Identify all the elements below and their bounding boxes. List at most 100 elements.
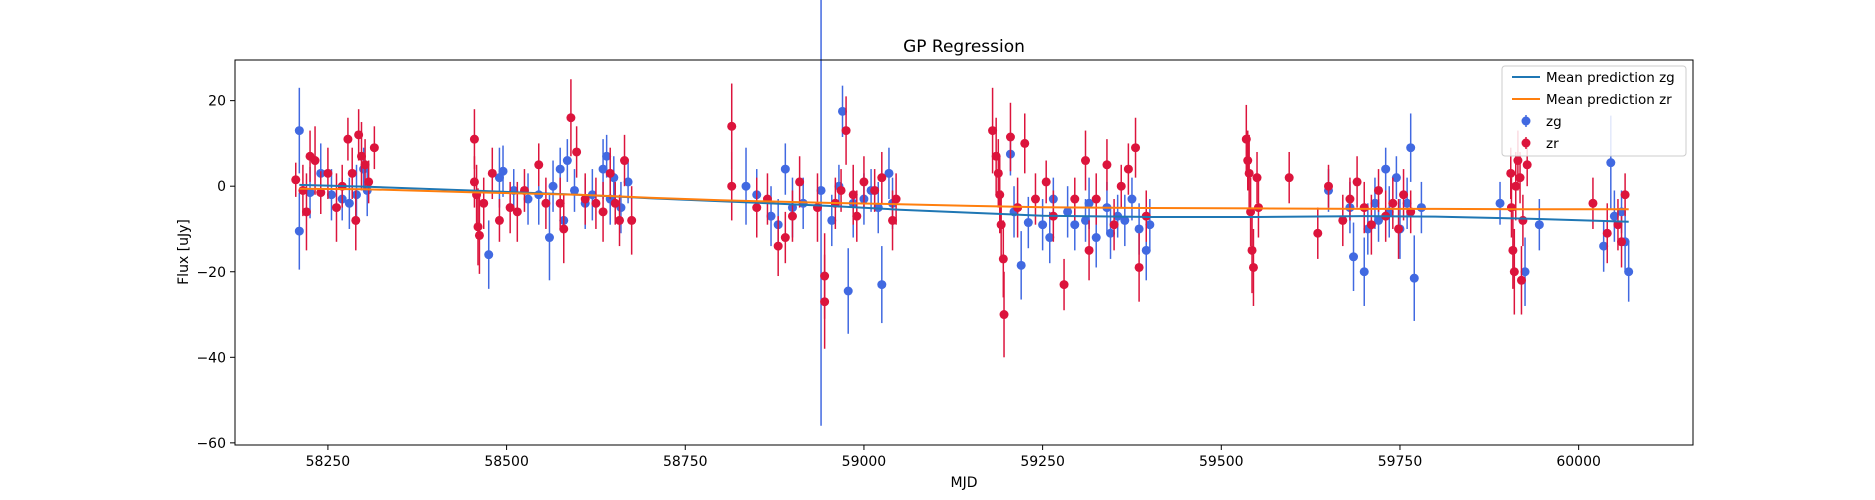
zg-point-12: [498, 166, 508, 176]
zr-point-14: [360, 160, 370, 170]
zr-point-54: [836, 185, 846, 195]
zr-point-32: [566, 113, 576, 123]
zg-point-4: [326, 190, 336, 200]
legend-label-zr: zr: [1546, 136, 1559, 152]
zr-point-25: [505, 203, 515, 213]
zr-point-121: [1602, 228, 1612, 238]
zr-point-96: [1284, 173, 1294, 183]
zr-point-21: [474, 230, 484, 240]
zr-point-122: [1613, 220, 1623, 230]
zr-point-17: [469, 134, 479, 144]
zg-point-64: [1120, 215, 1130, 225]
zr-point-62: [891, 194, 901, 204]
zr-point-29: [541, 198, 551, 208]
zr-point-89: [1243, 156, 1253, 166]
zg-point-37: [816, 185, 826, 195]
zr-point-72: [1020, 138, 1030, 148]
zr-point-16: [369, 143, 379, 153]
zr-point-10: [347, 168, 357, 178]
y-tick-label: −40: [196, 350, 226, 366]
zr-point-118: [1518, 215, 1528, 225]
zr-point-107: [1394, 224, 1404, 234]
zr-point-104: [1374, 185, 1384, 195]
zg-point-30: [741, 181, 751, 191]
zr-point-13: [357, 151, 367, 161]
zr-point-41: [627, 215, 637, 225]
zr-series: [291, 79, 1630, 358]
zr-point-34: [580, 194, 590, 204]
x-tick-label: 58500: [484, 454, 529, 470]
zg-point-54: [1045, 233, 1055, 243]
zg-point-83: [1416, 203, 1426, 213]
zr-point-83: [1116, 181, 1126, 191]
zr-point-70: [1005, 132, 1015, 142]
zr-point-79: [1084, 245, 1094, 255]
zr-point-92: [1247, 245, 1257, 255]
zr-point-52: [820, 297, 830, 307]
x-tick-label: 59750: [1378, 454, 1423, 470]
zr-point-82: [1109, 220, 1119, 230]
zr-point-99: [1338, 215, 1348, 225]
zr-point-111: [1506, 203, 1516, 213]
zr-point-86: [1134, 262, 1144, 272]
zr-point-110: [1506, 168, 1516, 178]
zr-point-56: [848, 190, 858, 200]
y-tick-label: −20: [196, 265, 226, 281]
x-axis-ticks: 58250 58500 58750 59000 59250 59500 59750 60000: [306, 445, 1601, 470]
zr-point-69: [999, 310, 1009, 320]
zr-point-30: [555, 198, 565, 208]
zg-point-53: [1038, 220, 1048, 230]
zr-point-85: [1131, 143, 1141, 153]
zr-point-44: [752, 203, 762, 213]
zr-point-38: [610, 198, 620, 208]
zr-point-76: [1059, 280, 1069, 290]
zg-point-40: [838, 106, 847, 116]
zr-point-98: [1324, 181, 1333, 191]
zr-point-114: [1511, 181, 1521, 191]
legend: Mean prediction zg Mean prediction zr zg…: [1501, 65, 1687, 157]
zr-point-9: [343, 134, 353, 144]
zg-point-60: [1091, 233, 1101, 243]
y-axis-ticks: −60 −40 −20 0 20: [196, 94, 235, 452]
zr-point-7: [331, 203, 341, 213]
zr-point-77: [1070, 194, 1080, 204]
zr-point-73: [1030, 194, 1040, 204]
zg-point-32: [766, 211, 776, 221]
zg-point-68: [1145, 220, 1155, 230]
zr-point-2: [301, 207, 311, 217]
zr-point-60: [877, 173, 887, 183]
legend-swatch-zr-marker: [1521, 138, 1531, 148]
zg-point-14: [523, 194, 533, 204]
zr-point-100: [1345, 194, 1355, 204]
x-tick-label: 60000: [1556, 454, 1601, 470]
zr-point-49: [795, 177, 805, 187]
zg-point-86: [1534, 220, 1544, 230]
zr-point-24: [494, 215, 504, 225]
x-tick-label: 59500: [1199, 454, 1244, 470]
zg-point-81: [1406, 143, 1416, 153]
zr-point-42: [727, 121, 737, 131]
zg-point-17: [548, 181, 558, 191]
zg-point-75: [1374, 215, 1384, 225]
x-tick-label: 59000: [842, 454, 887, 470]
zg-point-24: [598, 164, 608, 174]
zr-point-80: [1091, 194, 1101, 204]
zg-point-25: [602, 151, 612, 161]
zr-point-117: [1516, 275, 1526, 285]
zr-point-40: [620, 156, 630, 166]
zr-point-39: [615, 215, 625, 225]
legend-label-zg: zg: [1546, 114, 1562, 130]
zr-point-84: [1123, 164, 1133, 174]
zr-point-18: [469, 177, 479, 187]
zg-point-10: [484, 250, 494, 260]
zr-point-78: [1081, 156, 1090, 166]
zr-point-93: [1248, 262, 1258, 272]
legend-box: [1501, 65, 1687, 157]
chart-title: GP Regression: [903, 37, 1025, 57]
zg-point-88: [1606, 158, 1616, 168]
zr-point-28: [534, 160, 544, 170]
zr-point-11: [351, 215, 361, 225]
zg-point-65: [1127, 194, 1137, 204]
legend-label-mean-zg: Mean prediction zg: [1546, 70, 1675, 86]
